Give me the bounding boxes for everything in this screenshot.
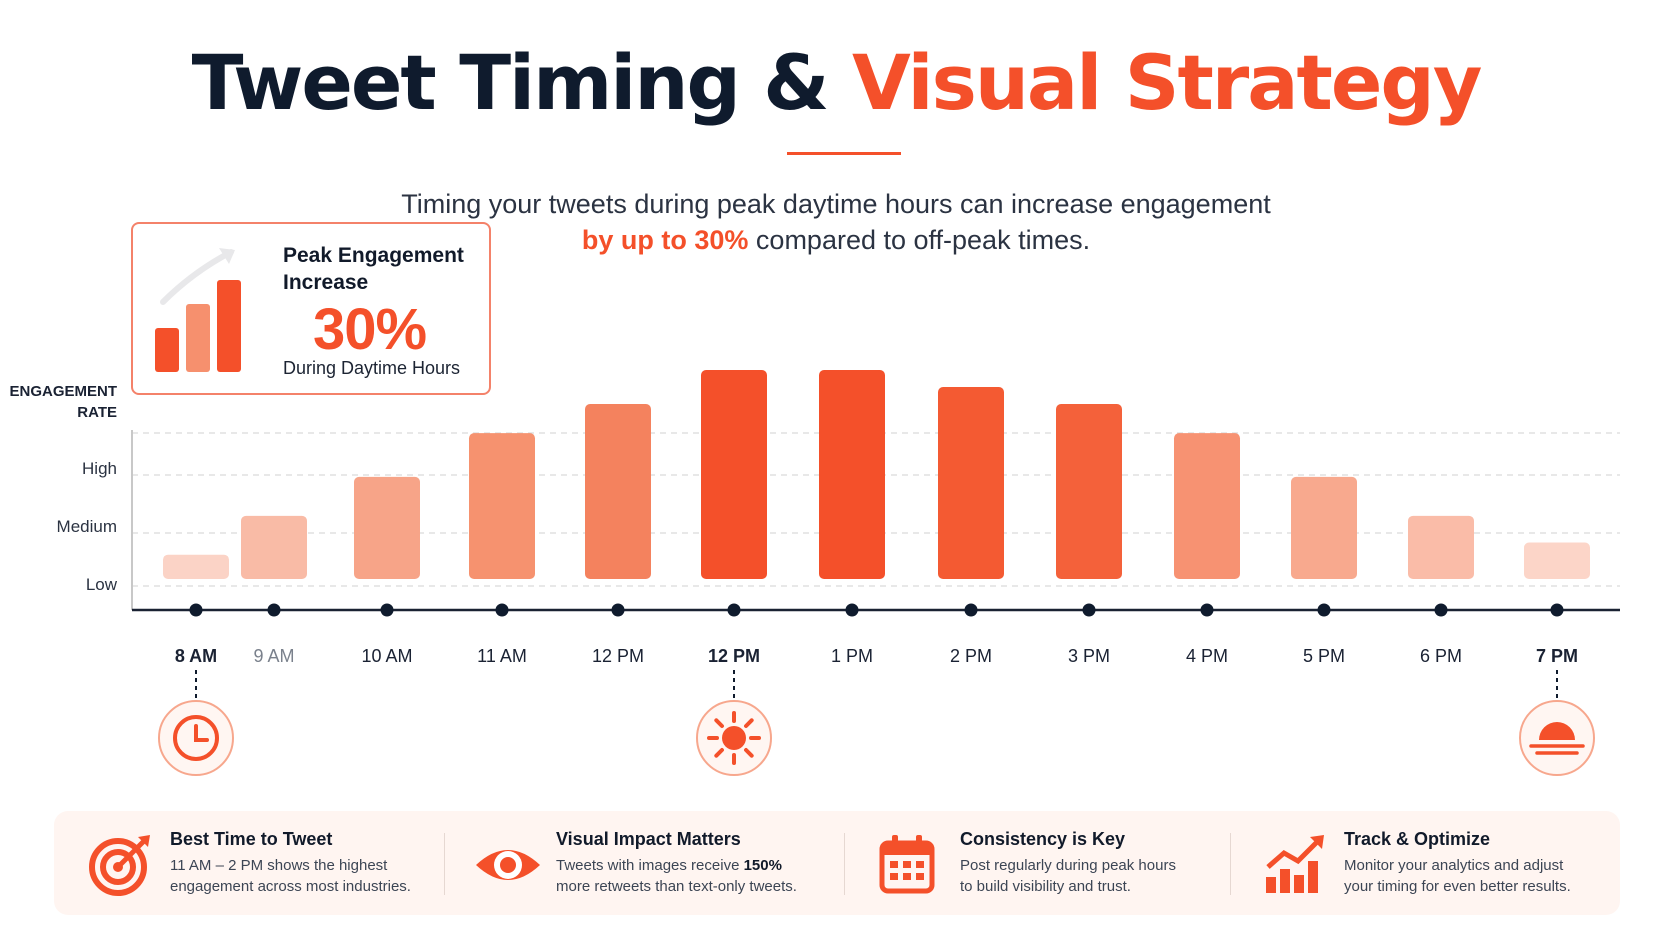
x-tick-label: 10 AM — [361, 646, 412, 666]
y-axis-label: ENGAGEMENT — [9, 383, 117, 400]
title-main: Tweet Timing & — [191, 38, 853, 127]
peak-engagement-card: Peak Engagement Increase 30% During Dayt… — [131, 222, 491, 395]
x-tick-label: 2 PM — [950, 646, 992, 666]
subtitle-line-1: Timing your tweets during peak daytime h… — [401, 189, 1271, 219]
rising-bars-icon — [155, 248, 241, 372]
info-consistency-title: Consistency is Key — [960, 829, 1126, 849]
eye-icon — [476, 850, 540, 880]
title-underline — [787, 152, 901, 155]
info-visual-title: Visual Impact Matters — [556, 829, 741, 849]
x-tick-label: 1 PM — [831, 646, 873, 666]
bar — [819, 370, 885, 579]
x-axis-marker — [1082, 603, 1096, 617]
info-consistency-desc: Post regularly during peak hours to build… — [960, 857, 1176, 895]
page-title: Tweet Timing & Visual Strategy — [0, 38, 1672, 127]
bar — [241, 515, 307, 579]
target-icon — [89, 835, 150, 896]
bar — [163, 554, 229, 579]
x-axis-marker — [1434, 603, 1448, 617]
x-tick-label: 6 PM — [1420, 646, 1462, 666]
x-axis-marker — [495, 603, 509, 617]
trend-chart-icon — [1266, 835, 1324, 893]
peak-card-title: Peak Engagement Increase — [283, 244, 464, 294]
x-tick-label: 5 PM — [1303, 646, 1345, 666]
info-visual-desc: Tweets with images receive 150% more retw… — [556, 857, 797, 895]
x-axis-marker — [1200, 603, 1214, 617]
x-tick-label: 8 AM — [175, 646, 217, 666]
x-tick-label: 12 PM — [592, 646, 644, 666]
subtitle-highlight: by up to 30% — [581, 225, 749, 255]
subtitle-rest: compared to off-peak times. — [748, 225, 1091, 255]
x-axis-marker — [1317, 603, 1331, 617]
bar — [585, 404, 651, 579]
title-accent: Visual Strategy — [852, 38, 1482, 127]
engagement-bar-chart: ENGAGEMENT RATE Low Medium High 8 AM 9 AM 10 AM… — [9, 370, 1620, 776]
info-strip: Best Time to Tweet 11 AM – 2 PM shows th… — [54, 811, 1620, 915]
bar — [938, 387, 1004, 579]
bar — [1056, 404, 1122, 579]
sun-icon — [707, 711, 761, 765]
x-axis-marker — [1550, 603, 1564, 617]
x-tick-label: 4 PM — [1186, 646, 1228, 666]
info-divider — [844, 833, 845, 895]
bar — [1174, 433, 1240, 579]
info-track-desc: Monitor your analytics and adjust your ti… — [1344, 857, 1571, 895]
peak-card-subtitle: During Daytime Hours — [283, 358, 461, 378]
x-axis-marker — [964, 603, 978, 617]
info-divider — [1230, 833, 1231, 895]
bar — [469, 433, 535, 579]
bar — [354, 476, 420, 579]
subtitle-line-2: by up to 30% compared to off-peak times. — [0, 222, 1672, 258]
x-tick-label: 3 PM — [1068, 646, 1110, 666]
x-axis-marker — [611, 603, 625, 617]
bar — [1524, 542, 1590, 579]
y-tick-label: High — [82, 459, 117, 478]
x-axis-marker — [845, 603, 859, 617]
y-tick-label: Medium — [57, 517, 117, 536]
y-tick-label: Low — [86, 575, 118, 594]
x-axis-marker — [189, 603, 203, 617]
x-tick-label: 11 AM — [477, 646, 527, 666]
bar — [1408, 515, 1474, 579]
x-axis-marker — [727, 603, 741, 617]
info-best-time-desc: 11 AM – 2 PM shows the highest engagement… — [170, 857, 411, 895]
y-axis-label: RATE — [77, 404, 117, 421]
x-axis-marker — [380, 603, 394, 617]
bar — [1291, 476, 1357, 579]
info-best-time-title: Best Time to Tweet — [170, 829, 333, 849]
bar — [701, 370, 767, 579]
info-divider — [444, 833, 445, 895]
calendar-icon — [879, 835, 935, 894]
x-tick-label: 12 PM — [708, 646, 760, 666]
peak-card-value: 30% — [313, 297, 427, 362]
x-tick-label: 9 AM — [253, 646, 294, 666]
sunset-icon — [1529, 722, 1585, 755]
subtitle: Timing your tweets during peak daytime h… — [0, 186, 1672, 258]
x-axis-marker — [267, 603, 281, 617]
x-tick-label: 7 PM — [1536, 646, 1578, 666]
info-track-title: Track & Optimize — [1344, 829, 1491, 849]
clock-icon — [173, 715, 219, 761]
